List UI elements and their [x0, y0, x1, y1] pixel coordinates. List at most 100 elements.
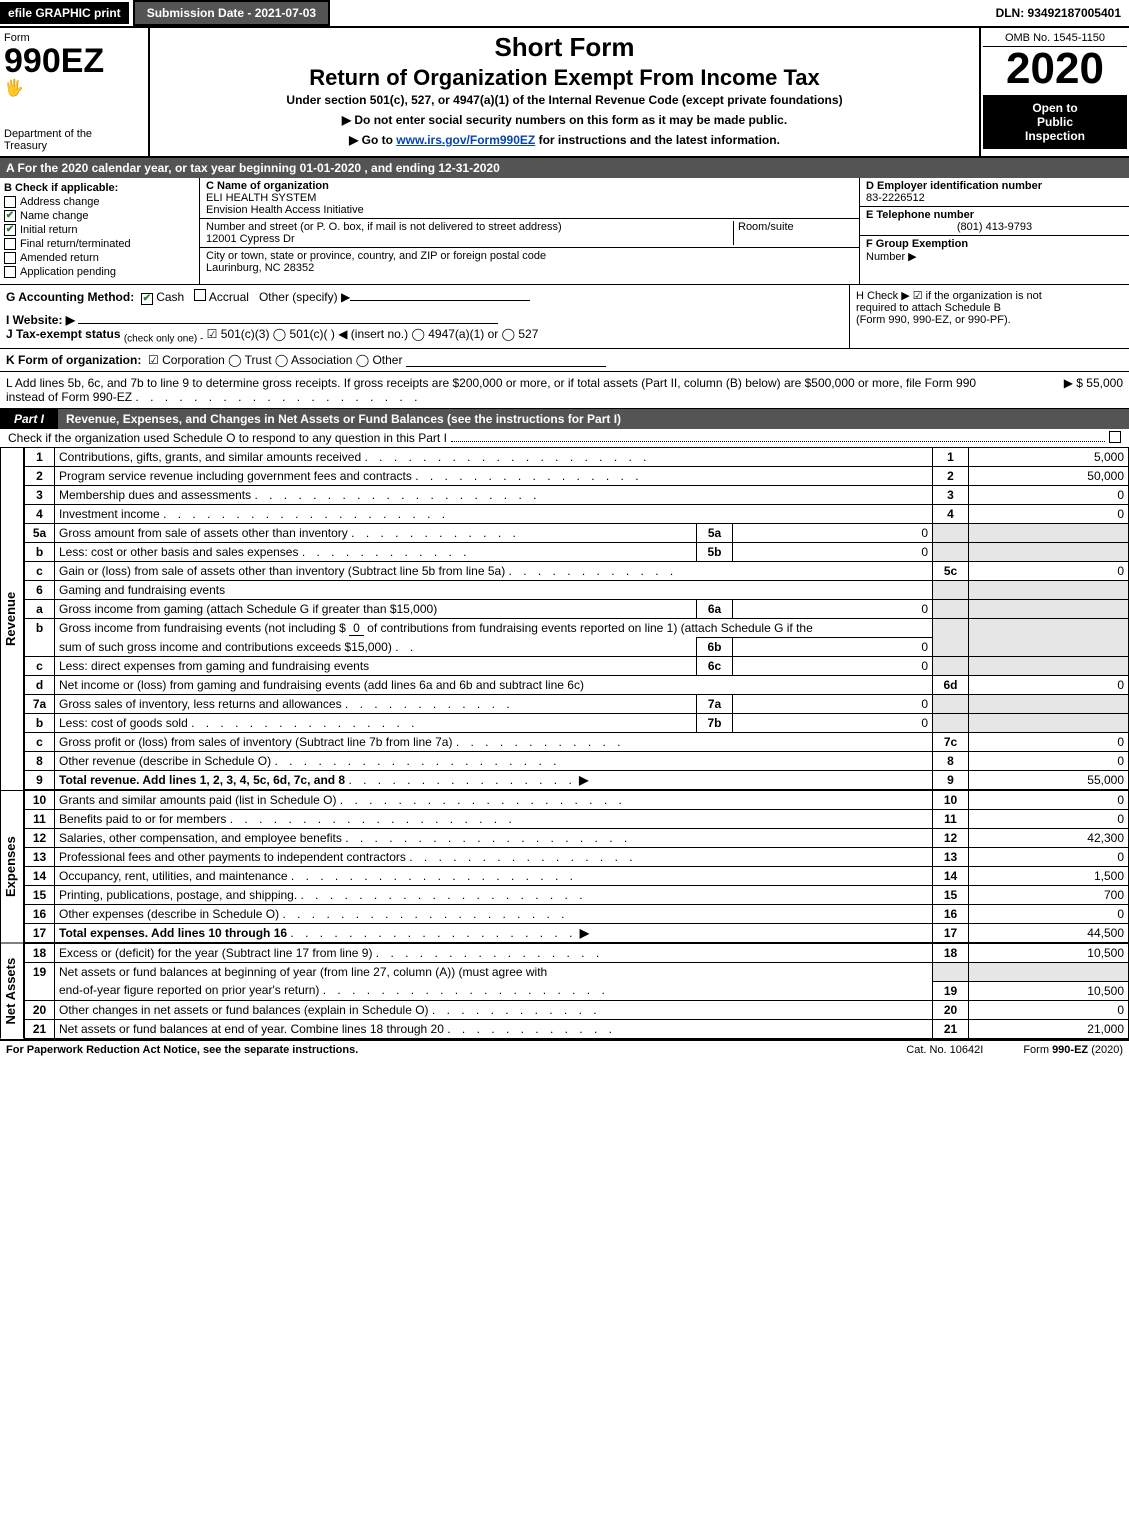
line-desc: Other revenue (describe in Schedule O)	[59, 754, 271, 768]
checkbox-icon[interactable]	[4, 238, 16, 250]
line-desc: Gross amount from sale of assets other t…	[59, 526, 348, 540]
line-amt: 0	[969, 486, 1129, 505]
line-6d: d Net income or (loss) from gaming and f…	[25, 676, 1129, 695]
line-desc2: end-of-year figure reported on prior yea…	[59, 983, 319, 997]
line-desc: Salaries, other compensation, and employ…	[59, 831, 342, 845]
info-block: B Check if applicable: Address change ✔N…	[0, 178, 1129, 285]
line-desc: Investment income	[59, 507, 160, 521]
checkbox-icon[interactable]: ✔	[141, 293, 153, 305]
sub-label: 5a	[697, 524, 733, 543]
sub-value: 0	[733, 524, 933, 543]
dots: . . . . . . . . . . . . . . . .	[376, 946, 603, 960]
dots: . . . . . . . . . . . .	[302, 545, 471, 559]
box-l: L Add lines 5b, 6c, and 7b to line 9 to …	[0, 372, 1129, 409]
line-12: 12Salaries, other compensation, and empl…	[25, 829, 1129, 848]
open-line2: Public	[985, 115, 1125, 129]
line-amt: 1,500	[969, 867, 1129, 886]
chk-amended-return[interactable]: Amended return	[4, 252, 195, 264]
line-lab: 15	[933, 886, 969, 905]
irs-link[interactable]: www.irs.gov/Form990EZ	[396, 133, 535, 147]
line-lab: 16	[933, 905, 969, 924]
dots: . . . . . . . . . . . .	[345, 697, 514, 711]
line-desc: Excess or (deficit) for the year (Subtra…	[59, 946, 372, 960]
line-desc: Grants and similar amounts paid (list in…	[59, 793, 336, 807]
line-amt: 0	[969, 676, 1129, 695]
line-6b-input[interactable]: 0	[349, 621, 364, 636]
line-desc: Net income or (loss) from gaming and fun…	[59, 678, 584, 692]
sub-label: 6c	[697, 657, 733, 676]
line-6a: a Gross income from gaming (attach Sched…	[25, 600, 1129, 619]
line-desc: Printing, publications, postage, and shi…	[59, 888, 297, 902]
line-9: 9 Total revenue. Add lines 1, 2, 3, 4, 5…	[25, 771, 1129, 790]
efile-label[interactable]: efile GRAPHIC print	[0, 2, 129, 24]
line-lab: 11	[933, 810, 969, 829]
part-1-title: Revenue, Expenses, and Changes in Net As…	[58, 409, 1129, 429]
box-c-label: C Name of organization	[206, 180, 853, 192]
box-h-line3: (Form 990, 990-EZ, or 990-PF).	[856, 314, 1123, 326]
open-line3: Inspection	[985, 129, 1125, 143]
checkbox-icon[interactable]	[194, 289, 206, 301]
g-accrual: Accrual	[209, 290, 249, 304]
line-amt: 5,000	[969, 448, 1129, 467]
footer-right-pre: Form	[1023, 1044, 1052, 1056]
box-k-label: K Form of organization:	[6, 353, 141, 367]
chk-final-return[interactable]: Final return/terminated	[4, 238, 195, 250]
checkbox-icon[interactable]	[4, 252, 16, 264]
revenue-table: 1 Contributions, gifts, grants, and simi…	[24, 447, 1129, 790]
line-lab: 19	[933, 981, 969, 1000]
dots: . . . . . . . . . . . . . . . . . . . .	[301, 888, 587, 902]
dots: . . . . . . . . . . . . . . . .	[409, 850, 636, 864]
line-amt: 21,000	[969, 1019, 1129, 1038]
line-desc: Total revenue. Add lines 1, 2, 3, 4, 5c,…	[59, 773, 345, 787]
phone-value: (801) 413-9793	[866, 221, 1123, 233]
line-amt: 0	[969, 505, 1129, 524]
chk-address-change[interactable]: Address change	[4, 196, 195, 208]
dots: . . . . . . . . . . . . . . . . . . . .	[163, 507, 449, 521]
part-1-check: Check if the organization used Schedule …	[0, 429, 1129, 447]
line-desc: Net assets or fund balances at end of ye…	[59, 1022, 444, 1036]
line-3: 3 Membership dues and assessments . . . …	[25, 486, 1129, 505]
checkbox-icon[interactable]: ✔	[4, 210, 16, 222]
sub-header: Under section 501(c), 527, or 4947(a)(1)…	[154, 93, 975, 107]
line-lab: 18	[933, 944, 969, 963]
website-input[interactable]	[78, 323, 498, 324]
line-lab: 9	[933, 771, 969, 790]
sub-label: 6b	[697, 638, 733, 657]
dots: . . . . . . . . . . . .	[509, 564, 678, 578]
box-d-label: D Employer identification number	[866, 180, 1123, 192]
other-org-input[interactable]	[406, 353, 606, 367]
checkbox-icon[interactable]: ✔	[4, 224, 16, 236]
line-5a: 5a Gross amount from sale of assets othe…	[25, 524, 1129, 543]
dept-treasury: Department of the Treasury	[4, 128, 144, 152]
dots: . . . . . . . . . . . . . . . . . . . .	[323, 983, 609, 997]
box-h: H Check ▶ ☑ if the organization is not r…	[849, 285, 1129, 348]
netassets-section: Net Assets 18Excess or (deficit) for the…	[0, 943, 1129, 1039]
chk-name-change[interactable]: ✔Name change	[4, 210, 195, 222]
line-desc: Contributions, gifts, grants, and simila…	[59, 450, 361, 464]
line-lab: 17	[933, 924, 969, 943]
part-1-band: Part I Revenue, Expenses, and Changes in…	[0, 409, 1129, 429]
line-2: 2 Program service revenue including gove…	[25, 467, 1129, 486]
dots: . . . . . . . . . . . . . . . .	[415, 469, 642, 483]
line-19b: end-of-year figure reported on prior yea…	[25, 981, 1129, 1000]
box-g: G Accounting Method: ✔ Cash Accrual Othe…	[0, 285, 849, 348]
dots: . . . . . . . . . . . .	[447, 1022, 616, 1036]
header-left: Form 990EZ 🖐 Department of the Treasury	[0, 28, 150, 156]
dots: . . . . . . . . . . . . . . . . . . . .	[282, 907, 568, 921]
line-11: 11Benefits paid to or for members . . . …	[25, 810, 1129, 829]
line-4: 4 Investment income . . . . . . . . . . …	[25, 505, 1129, 524]
footer-right-bold: 990-EZ	[1052, 1044, 1088, 1056]
chk-application-pending[interactable]: Application pending	[4, 266, 195, 278]
checkbox-icon[interactable]	[1109, 431, 1121, 443]
dots: . . . . . . . . . . . .	[351, 526, 520, 540]
revenue-section: Revenue 1 Contributions, gifts, grants, …	[0, 447, 1129, 790]
checkbox-icon[interactable]	[4, 266, 16, 278]
box-f-number: Number ▶	[866, 251, 917, 263]
line-desc: Gross sales of inventory, less returns a…	[59, 697, 342, 711]
chk-initial-return[interactable]: ✔Initial return	[4, 224, 195, 236]
line-18: 18 Excess or (deficit) for the year (Subt…	[25, 944, 1129, 963]
checkbox-icon[interactable]	[4, 196, 16, 208]
box-k: K Form of organization: ☑ Corporation ◯ …	[0, 349, 1129, 372]
footer-left: For Paperwork Reduction Act Notice, see …	[6, 1044, 866, 1056]
line-desc-pre: Gross income from fundraising events (no…	[59, 621, 349, 635]
